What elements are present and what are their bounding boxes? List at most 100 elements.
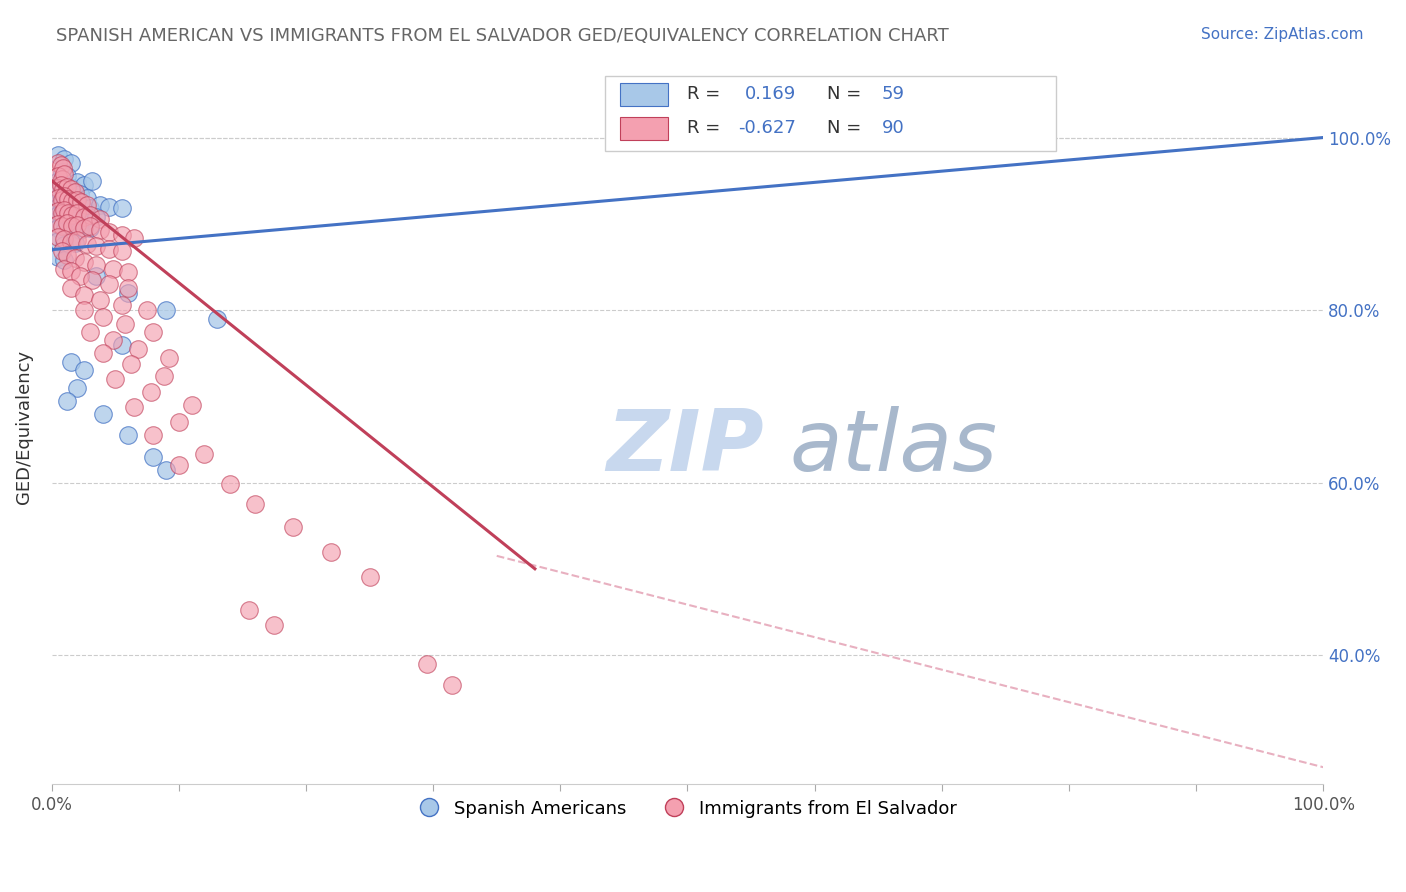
Point bbox=[76, 236, 98, 251]
Point bbox=[53, 202, 76, 217]
Point bbox=[51, 172, 73, 186]
Point bbox=[79, 325, 101, 339]
Point bbox=[82, 174, 104, 188]
Point bbox=[84, 210, 107, 224]
Point bbox=[180, 398, 202, 412]
Point bbox=[56, 393, 79, 408]
Point bbox=[46, 200, 69, 214]
Point bbox=[53, 224, 76, 238]
Point bbox=[63, 185, 86, 199]
Point bbox=[72, 210, 94, 224]
Point bbox=[59, 219, 82, 234]
Point bbox=[56, 169, 79, 184]
Point bbox=[52, 182, 75, 196]
Point bbox=[53, 198, 76, 212]
Point bbox=[124, 230, 146, 244]
Point bbox=[48, 182, 70, 196]
Point bbox=[46, 217, 69, 231]
Point bbox=[66, 218, 89, 232]
Point bbox=[89, 198, 111, 212]
Point bbox=[142, 325, 165, 339]
Text: 0.169: 0.169 bbox=[745, 85, 796, 103]
Point bbox=[89, 293, 111, 307]
Point bbox=[46, 148, 69, 162]
Point bbox=[66, 175, 89, 189]
Point bbox=[79, 208, 101, 222]
Point bbox=[59, 281, 82, 295]
Text: -0.627: -0.627 bbox=[738, 119, 796, 137]
Point bbox=[60, 208, 83, 222]
Point bbox=[58, 192, 80, 206]
Point bbox=[63, 208, 86, 222]
Point bbox=[76, 198, 98, 212]
Point bbox=[97, 226, 120, 240]
Point bbox=[69, 187, 91, 202]
Point bbox=[84, 268, 107, 283]
Point bbox=[111, 227, 134, 242]
Point bbox=[56, 216, 79, 230]
Point bbox=[120, 357, 142, 371]
Point bbox=[155, 303, 177, 318]
Text: N =: N = bbox=[827, 85, 862, 103]
Point bbox=[53, 189, 76, 203]
Point bbox=[72, 221, 94, 235]
Point bbox=[63, 252, 86, 266]
Point bbox=[52, 161, 75, 175]
Point bbox=[58, 205, 80, 219]
Point bbox=[283, 520, 305, 534]
Text: 59: 59 bbox=[882, 85, 905, 103]
Point bbox=[124, 400, 146, 414]
Point bbox=[70, 195, 93, 210]
Point bbox=[97, 277, 120, 292]
Point bbox=[58, 203, 80, 218]
Point bbox=[72, 254, 94, 268]
Point bbox=[82, 273, 104, 287]
Point bbox=[139, 384, 162, 399]
Point bbox=[53, 252, 76, 267]
Point bbox=[46, 156, 69, 170]
Bar bbox=[620, 117, 668, 140]
Point bbox=[66, 206, 89, 220]
Point bbox=[97, 242, 120, 256]
Point bbox=[46, 191, 69, 205]
Point bbox=[101, 261, 124, 276]
Point bbox=[89, 223, 111, 237]
Point bbox=[46, 221, 69, 235]
Point bbox=[205, 311, 228, 326]
Point bbox=[441, 678, 464, 692]
Point bbox=[72, 287, 94, 301]
Point bbox=[51, 244, 73, 259]
Point bbox=[60, 219, 83, 234]
Point bbox=[59, 235, 82, 249]
Point bbox=[72, 178, 94, 192]
Point bbox=[111, 298, 134, 312]
Point bbox=[89, 211, 111, 226]
Point bbox=[51, 212, 73, 227]
Point bbox=[155, 462, 177, 476]
Point bbox=[46, 191, 69, 205]
Point bbox=[63, 235, 86, 250]
Point bbox=[46, 174, 69, 188]
Point bbox=[46, 208, 69, 222]
Point bbox=[69, 268, 91, 283]
Point bbox=[60, 180, 83, 194]
Point bbox=[238, 603, 260, 617]
Point bbox=[142, 450, 165, 464]
Point bbox=[66, 233, 89, 247]
Point bbox=[51, 193, 73, 207]
Point bbox=[46, 229, 69, 244]
Point bbox=[46, 250, 69, 264]
Point bbox=[69, 223, 91, 237]
Point bbox=[60, 200, 83, 214]
Point bbox=[46, 234, 69, 248]
Point bbox=[79, 201, 101, 215]
Text: R =: R = bbox=[688, 85, 721, 103]
Point bbox=[127, 342, 149, 356]
Point bbox=[59, 182, 82, 196]
Point bbox=[142, 428, 165, 442]
Point bbox=[49, 158, 72, 172]
Point bbox=[104, 372, 127, 386]
Point bbox=[72, 200, 94, 214]
Point bbox=[46, 169, 69, 184]
FancyBboxPatch shape bbox=[605, 76, 1056, 151]
